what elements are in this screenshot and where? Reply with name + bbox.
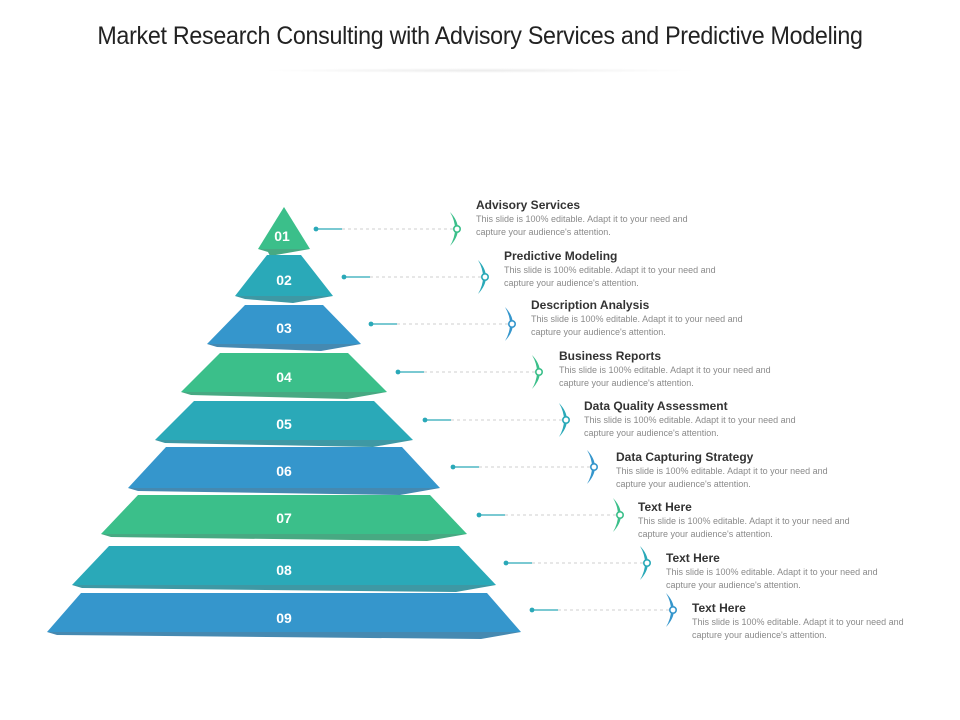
connector-04-arc bbox=[532, 355, 540, 389]
level-01-description: This slide is 100% editable. Adapt it to… bbox=[476, 214, 688, 237]
slide-title: Market Research Consulting with Advisory… bbox=[97, 22, 863, 50]
level-07-title: Text Here bbox=[638, 500, 692, 514]
connector-02-arc bbox=[478, 260, 486, 294]
tier-09-shadow bbox=[47, 632, 521, 639]
connector-09-ring bbox=[668, 605, 677, 614]
tier-04-shadow bbox=[181, 392, 387, 399]
tier-08 bbox=[72, 546, 496, 585]
level-04-description: This slide is 100% editable. Adapt it to… bbox=[559, 365, 771, 388]
tier-04-label: 04 bbox=[276, 369, 292, 385]
connector-05-ring bbox=[561, 415, 570, 424]
tier-03-shadow bbox=[207, 344, 361, 351]
connector-02-ring bbox=[480, 272, 489, 281]
level-02-title: Predictive Modeling bbox=[504, 249, 618, 263]
level-07-description: This slide is 100% editable. Adapt it to… bbox=[638, 516, 850, 539]
connector-07-ring bbox=[615, 510, 624, 519]
tier-08-label: 08 bbox=[276, 562, 292, 578]
level-09-title: Text Here bbox=[692, 601, 746, 615]
tier-04 bbox=[181, 353, 387, 392]
title-divider bbox=[260, 68, 700, 73]
tier-06 bbox=[128, 447, 440, 488]
tier-06-shadow bbox=[128, 488, 440, 495]
tier-01-shadow bbox=[258, 249, 310, 256]
connector-09-arc bbox=[666, 593, 674, 627]
tier-01 bbox=[258, 207, 310, 249]
connector-08-arc bbox=[640, 546, 648, 580]
level-06-description: This slide is 100% editable. Adapt it to… bbox=[616, 466, 828, 489]
level-01-title: Advisory Services bbox=[476, 198, 581, 212]
level-05-description: This slide is 100% editable. Adapt it to… bbox=[584, 415, 796, 438]
level-03-text: Description Analysis This slide is 100% e… bbox=[531, 298, 771, 338]
level-03-title: Description Analysis bbox=[531, 298, 650, 312]
level-08-description: This slide is 100% editable. Adapt it to… bbox=[666, 567, 878, 590]
connector-07-arc bbox=[613, 498, 621, 532]
connector-05-arc bbox=[559, 403, 567, 437]
level-03-description: This slide is 100% editable. Adapt it to… bbox=[531, 314, 743, 337]
tier-09-label: 09 bbox=[276, 610, 292, 626]
tier-03 bbox=[207, 305, 361, 344]
level-05-text: Data Quality Assessment This slide is 100… bbox=[584, 399, 824, 439]
level-02-text: Predictive Modeling This slide is 100% ed… bbox=[504, 249, 744, 289]
tier-05-label: 05 bbox=[276, 416, 292, 432]
tier-01-label: 01 bbox=[274, 228, 290, 244]
connector-06-arc bbox=[587, 450, 595, 484]
connector-06-ring bbox=[589, 462, 598, 471]
tier-08-shadow bbox=[72, 585, 496, 592]
connector-03-ring bbox=[507, 319, 516, 328]
level-09-text: Text Here This slide is 100% editable. Ad… bbox=[692, 601, 932, 641]
tier-02-shadow bbox=[235, 296, 333, 303]
tier-05-shadow bbox=[155, 440, 413, 447]
level-06-text: Data Capturing Strategy This slide is 100… bbox=[616, 450, 856, 490]
tier-07-shadow bbox=[101, 534, 467, 541]
level-02-description: This slide is 100% editable. Adapt it to… bbox=[504, 265, 716, 288]
connector-04-ring bbox=[534, 367, 543, 376]
connector-01-arc bbox=[450, 212, 458, 246]
level-08-text: Text Here This slide is 100% editable. Ad… bbox=[666, 551, 906, 591]
level-04-text: Business Reports This slide is 100% edita… bbox=[559, 349, 799, 389]
level-01-text: Advisory Services This slide is 100% edit… bbox=[476, 198, 716, 238]
level-08-title: Text Here bbox=[666, 551, 720, 565]
level-09-description: This slide is 100% editable. Adapt it to… bbox=[692, 617, 904, 640]
tier-03-label: 03 bbox=[276, 320, 292, 336]
tier-09 bbox=[47, 593, 521, 632]
connector-01-ring bbox=[452, 225, 461, 234]
connector-03-arc bbox=[505, 307, 513, 341]
tier-07 bbox=[101, 495, 467, 534]
level-04-title: Business Reports bbox=[559, 349, 662, 363]
tier-06-label: 06 bbox=[276, 463, 292, 479]
level-06-title: Data Capturing Strategy bbox=[616, 450, 754, 464]
tier-02-label: 02 bbox=[276, 272, 292, 288]
tier-02 bbox=[235, 255, 333, 296]
level-05-title: Data Quality Assessment bbox=[584, 399, 728, 413]
tier-05 bbox=[155, 401, 413, 440]
tier-07-label: 07 bbox=[276, 510, 292, 526]
level-07-text: Text Here This slide is 100% editable. Ad… bbox=[638, 500, 878, 540]
connector-08-ring bbox=[642, 558, 651, 567]
